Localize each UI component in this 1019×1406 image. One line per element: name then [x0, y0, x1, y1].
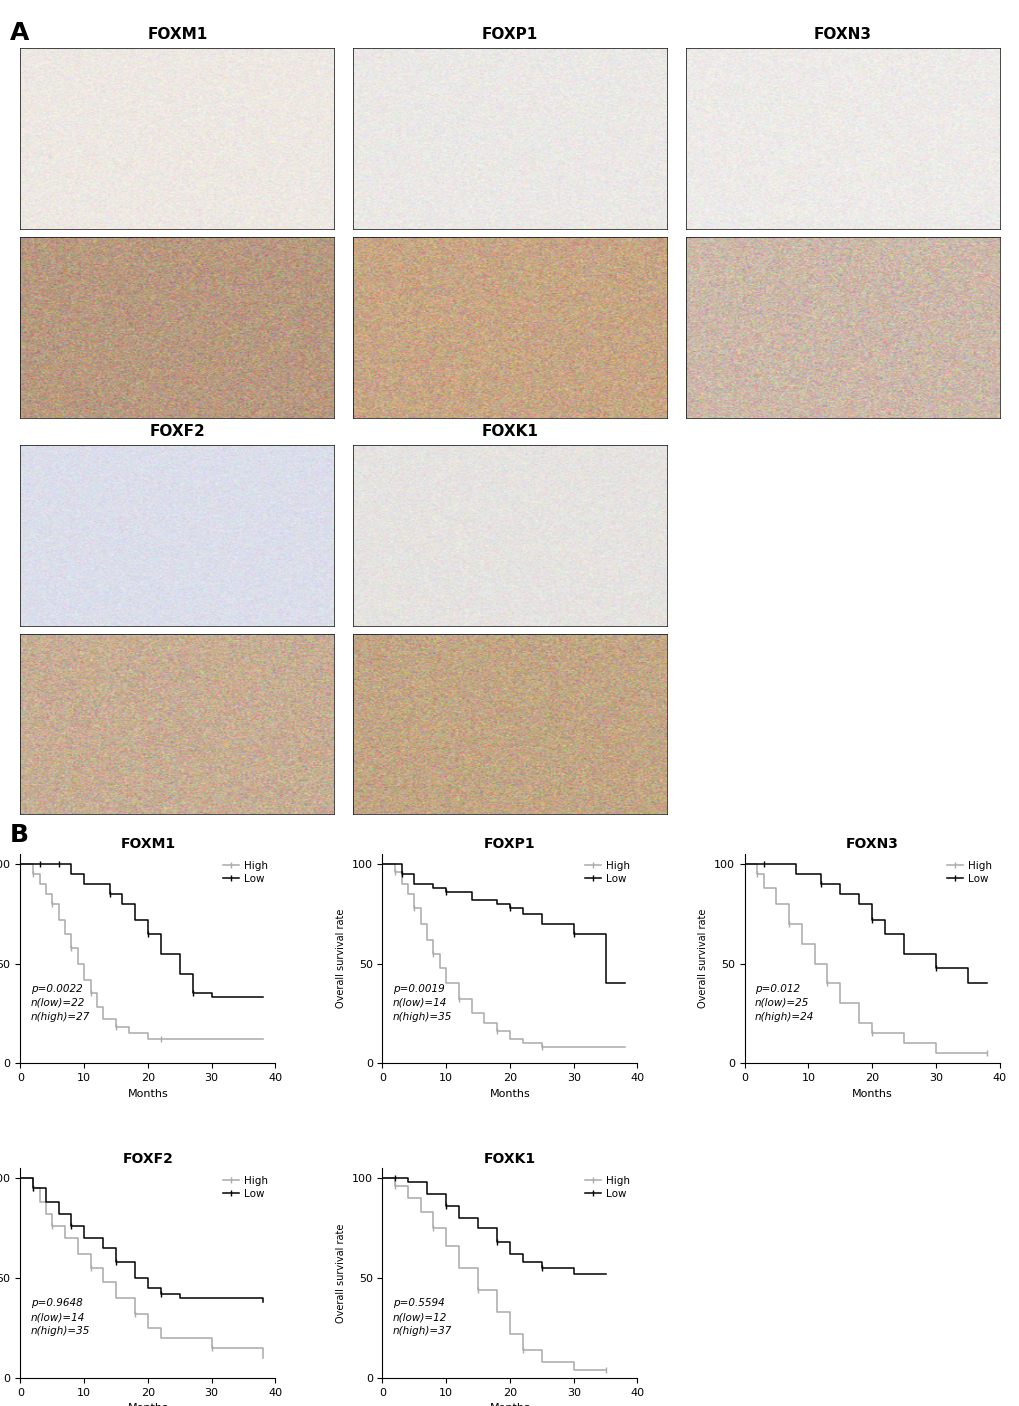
Text: p=0.0022
n(low)=22
n(high)=27: p=0.0022 n(low)=22 n(high)=27	[31, 984, 90, 1022]
Text: FOXF2: FOXF2	[150, 423, 205, 439]
Y-axis label: Overall survival rate: Overall survival rate	[698, 908, 707, 1008]
Title: FOXF2: FOXF2	[122, 1152, 173, 1166]
Text: p=0.5594
n(low)=12
n(high)=37: p=0.5594 n(low)=12 n(high)=37	[392, 1298, 451, 1336]
Title: FOXP1: FOXP1	[484, 837, 535, 851]
Y-axis label: Overall survival rate: Overall survival rate	[336, 1223, 345, 1323]
Legend: High, Low: High, Low	[945, 859, 994, 886]
Text: p=0.012
n(low)=25
n(high)=24: p=0.012 n(low)=25 n(high)=24	[754, 984, 813, 1022]
Text: FOXP1: FOXP1	[481, 27, 538, 42]
Text: B: B	[10, 823, 30, 846]
Title: FOXK1: FOXK1	[483, 1152, 536, 1166]
X-axis label: Months: Months	[851, 1088, 892, 1098]
X-axis label: Months: Months	[489, 1088, 530, 1098]
Legend: High, Low: High, Low	[221, 1174, 270, 1201]
Y-axis label: Overall survival rate: Overall survival rate	[336, 908, 345, 1008]
X-axis label: Months: Months	[127, 1403, 168, 1406]
Title: FOXM1: FOXM1	[120, 837, 175, 851]
Text: A: A	[10, 21, 30, 45]
X-axis label: Months: Months	[489, 1403, 530, 1406]
Legend: High, Low: High, Low	[583, 1174, 632, 1201]
Text: FOXN3: FOXN3	[813, 27, 871, 42]
X-axis label: Months: Months	[127, 1088, 168, 1098]
Text: p=0.0019
n(low)=14
n(high)=35: p=0.0019 n(low)=14 n(high)=35	[392, 984, 451, 1022]
Legend: High, Low: High, Low	[221, 859, 270, 886]
Text: FOXK1: FOXK1	[481, 423, 538, 439]
Text: FOXM1: FOXM1	[147, 27, 207, 42]
Text: p=0.9648
n(low)=14
n(high)=35: p=0.9648 n(low)=14 n(high)=35	[31, 1298, 90, 1336]
Title: FOXN3: FOXN3	[845, 837, 898, 851]
Legend: High, Low: High, Low	[583, 859, 632, 886]
